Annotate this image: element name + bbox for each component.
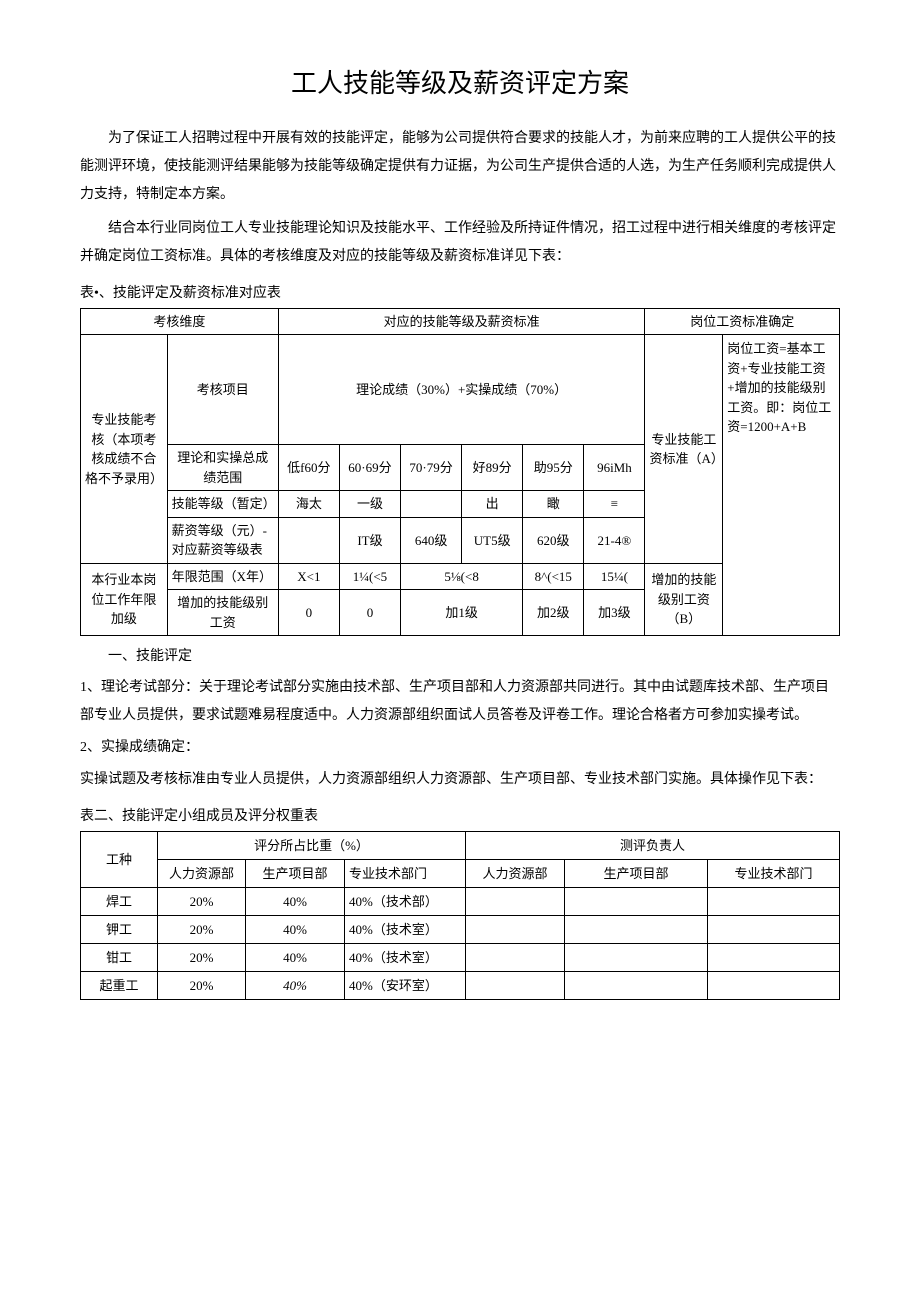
hr-cell: 20%: [158, 915, 246, 943]
add-cell: 0: [339, 590, 400, 636]
table-row: 考核维度 对应的技能等级及薪资标准 岗位工资标准确定: [81, 308, 840, 335]
table-skill-salary: 考核维度 对应的技能等级及薪资标准 岗位工资标准确定 专业技能考核（本项考核成绩…: [80, 308, 840, 637]
tech-cell: 40%（技术室）: [345, 915, 466, 943]
score-cell: 70·79分: [401, 445, 462, 491]
salary-level-cell: 21-4®: [584, 517, 645, 563]
table-row: 起重工 20% 40% 40%（安环室）: [81, 971, 840, 999]
hr-cell: 20%: [158, 887, 246, 915]
score-cell: 助95分: [523, 445, 584, 491]
sub-tech-owner: 专业技术部门: [708, 859, 840, 887]
header-skill-salary: 对应的技能等级及薪资标准: [278, 308, 645, 335]
std-b-label: 增加的技能级别工资（B）: [645, 563, 723, 636]
sub-tech: 专业技术部门: [345, 859, 466, 887]
table-row: 专业技能考核（本项考核成绩不合格不予录用） 考核项目 理论成绩（30%）+实操成…: [81, 335, 840, 445]
years-cell: 8^(<15: [523, 563, 584, 590]
header-salary-std: 岗位工资标准确定: [645, 308, 840, 335]
years-range-label: 年限范围（X年）: [167, 563, 278, 590]
salary-level-cell: UT5级: [462, 517, 523, 563]
salary-level-cell: [278, 517, 339, 563]
level-cell: ≡: [584, 491, 645, 518]
owner-hr-cell: [466, 887, 565, 915]
sub-proj: 生产项目部: [246, 859, 345, 887]
proj-cell: 40%: [246, 971, 345, 999]
salary-level-label: 薪资等级（元）-对应薪资等级表: [167, 517, 278, 563]
salary-level-cell: 640级: [401, 517, 462, 563]
years-cell: X<1: [278, 563, 339, 590]
intro-paragraph-2: 结合本行业同岗位工人专业技能理论知识及技能水平、工作经验及所持证件情况，招工过程…: [80, 215, 840, 271]
header-dimension: 考核维度: [81, 308, 279, 335]
col-job: 工种: [81, 831, 158, 887]
table-row: 人力资源部 生产项目部 专业技术部门 人力资源部 生产项目部 专业技术部门: [81, 859, 840, 887]
sub-hr: 人力资源部: [158, 859, 246, 887]
score-cell: 60·69分: [339, 445, 400, 491]
owner-proj-cell: [565, 943, 708, 971]
table-row: 焊工 20% 40% 40%（技术部）: [81, 887, 840, 915]
owner-proj-cell: [565, 915, 708, 943]
skill-exam-label: 专业技能考核（本项考核成绩不合格不予录用）: [81, 335, 168, 564]
sub-proj-owner: 生产项目部: [565, 859, 708, 887]
add-cell: 加2级: [523, 590, 584, 636]
add-cell: 加3级: [584, 590, 645, 636]
owner-proj-cell: [565, 971, 708, 999]
add-cell: 加1级: [401, 590, 523, 636]
tech-cell: 40%（技术室）: [345, 943, 466, 971]
score-cell: 96iMh: [584, 445, 645, 491]
page-title: 工人技能等级及薪资评定方案: [80, 60, 840, 107]
years-label: 本行业本岗位工作年限加级: [81, 563, 168, 636]
job-cell: 钳工: [81, 943, 158, 971]
proj-cell: 40%: [246, 887, 345, 915]
years-cell: 1¼(<5: [339, 563, 400, 590]
col-weight: 评分所占比重（%）: [158, 831, 466, 859]
hr-cell: 20%: [158, 971, 246, 999]
years-cell: 5⅛(<8: [401, 563, 523, 590]
score-range-label: 理论和实操总成绩范围: [167, 445, 278, 491]
job-cell: 起重工: [81, 971, 158, 999]
section-1-p2: 2、实操成绩确定：: [80, 734, 840, 762]
add-level-label: 增加的技能级别工资: [167, 590, 278, 636]
exam-item-label: 考核项目: [167, 335, 278, 445]
tech-cell: 40%（技术部）: [345, 887, 466, 915]
owner-tech-cell: [708, 943, 840, 971]
proj-cell: 40%: [246, 915, 345, 943]
owner-tech-cell: [708, 971, 840, 999]
owner-proj-cell: [565, 887, 708, 915]
level-cell: 一级: [339, 491, 400, 518]
score-cell: 低f60分: [278, 445, 339, 491]
owner-hr-cell: [466, 915, 565, 943]
table-row: 钾工 20% 40% 40%（技术室）: [81, 915, 840, 943]
table-evaluation-weight: 工种 评分所占比重（%） 测评负责人 人力资源部 生产项目部 专业技术部门 人力…: [80, 831, 840, 1000]
level-cell: 海太: [278, 491, 339, 518]
salary-formula: 岗位工资=基本工资+专业技能工资+增加的技能级别工资。即：岗位工资=1200+A…: [723, 335, 840, 636]
section-1-p1: 1、理论考试部分：关于理论考试部分实施由技术部、生产项目部和人力资源部共同进行。…: [80, 674, 840, 730]
table-row: 工种 评分所占比重（%） 测评负责人: [81, 831, 840, 859]
owner-tech-cell: [708, 887, 840, 915]
table1-caption: 表•、技能评定及薪资标准对应表: [80, 281, 840, 306]
salary-level-cell: 620级: [523, 517, 584, 563]
score-formula: 理论成绩（30%）+实操成绩（70%）: [278, 335, 645, 445]
level-cell: 出: [462, 491, 523, 518]
level-label: 技能等级（暂定）: [167, 491, 278, 518]
job-cell: 钾工: [81, 915, 158, 943]
owner-hr-cell: [466, 943, 565, 971]
table2-caption: 表二、技能评定小组成员及评分权重表: [80, 804, 840, 829]
salary-level-cell: IT级: [339, 517, 400, 563]
proj-cell: 40%: [246, 943, 345, 971]
section-1-title: 一、技能评定: [80, 644, 840, 669]
col-owner: 测评负责人: [466, 831, 840, 859]
level-cell: [401, 491, 462, 518]
table-row: 钳工 20% 40% 40%（技术室）: [81, 943, 840, 971]
hr-cell: 20%: [158, 943, 246, 971]
intro-paragraph-1: 为了保证工人招聘过程中开展有效的技能评定，能够为公司提供符合要求的技能人才，为前…: [80, 125, 840, 209]
years-cell: 15¼(: [584, 563, 645, 590]
score-cell: 好89分: [462, 445, 523, 491]
add-cell: 0: [278, 590, 339, 636]
sub-hr-owner: 人力资源部: [466, 859, 565, 887]
std-a-label: 专业技能工资标准（A）: [645, 335, 723, 564]
level-cell: 瞰: [523, 491, 584, 518]
job-cell: 焊工: [81, 887, 158, 915]
owner-hr-cell: [466, 971, 565, 999]
section-1-p3: 实操试题及考核标准由专业人员提供，人力资源部组织人力资源部、生产项目部、专业技术…: [80, 766, 840, 794]
tech-cell: 40%（安环室）: [345, 971, 466, 999]
owner-tech-cell: [708, 915, 840, 943]
